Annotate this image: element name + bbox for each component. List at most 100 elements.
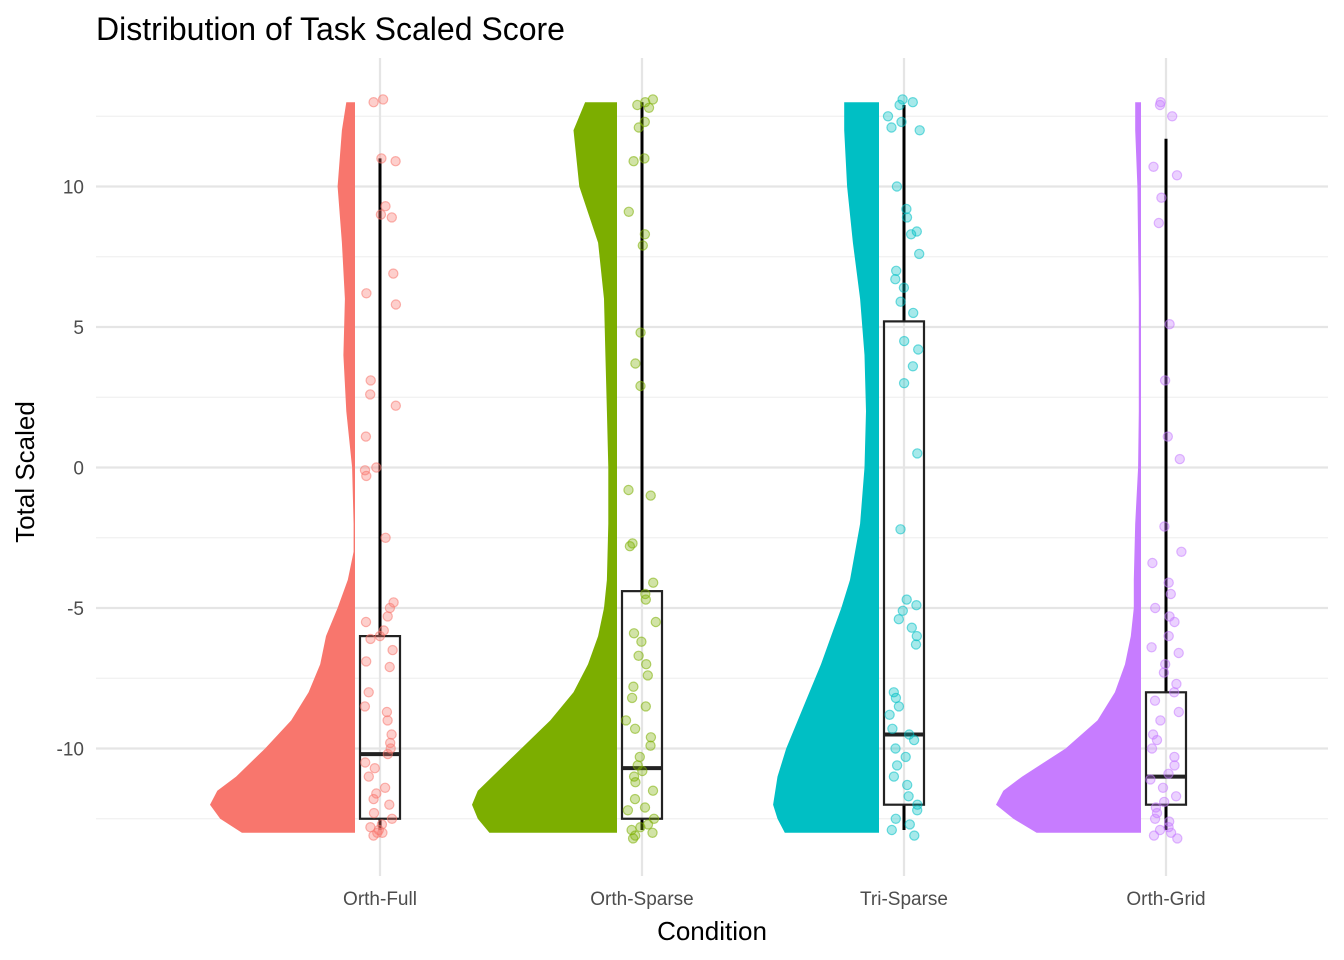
data-point bbox=[906, 622, 918, 633]
data-point bbox=[1158, 796, 1170, 808]
data-point bbox=[894, 99, 905, 111]
data-point bbox=[624, 541, 636, 552]
data-point bbox=[384, 602, 396, 614]
data-point bbox=[642, 670, 654, 681]
y-tick-label: -10 bbox=[57, 740, 84, 761]
data-point bbox=[635, 380, 646, 392]
data-point bbox=[388, 268, 399, 279]
data-point bbox=[1163, 630, 1174, 642]
data-point bbox=[890, 692, 902, 704]
y-tick-label: -5 bbox=[67, 599, 84, 620]
data-point bbox=[1169, 760, 1180, 771]
data-point bbox=[361, 288, 372, 299]
data-point bbox=[890, 813, 902, 825]
data-point bbox=[371, 462, 382, 473]
data-point bbox=[1149, 695, 1161, 706]
data-point bbox=[626, 692, 638, 704]
data-point bbox=[1163, 577, 1174, 588]
data-point bbox=[360, 757, 371, 768]
data-point bbox=[1155, 715, 1166, 726]
data-point bbox=[628, 628, 640, 639]
data-point bbox=[633, 650, 644, 662]
data-point bbox=[1174, 453, 1186, 465]
data-point bbox=[385, 743, 396, 754]
data-point bbox=[374, 630, 386, 642]
data-point bbox=[388, 597, 399, 608]
data-point bbox=[901, 594, 912, 605]
data-point bbox=[912, 805, 923, 816]
data-point bbox=[380, 200, 391, 212]
data-point bbox=[1173, 706, 1185, 718]
x-tick-label: Orth-Sparse bbox=[590, 889, 693, 910]
data-point bbox=[1148, 161, 1159, 172]
density-cloud bbox=[996, 102, 1141, 833]
data-point bbox=[1166, 111, 1178, 122]
data-point bbox=[1171, 170, 1183, 181]
data-point bbox=[1149, 602, 1161, 614]
data-point bbox=[1164, 319, 1175, 330]
data-point bbox=[386, 212, 397, 223]
data-point bbox=[1162, 431, 1174, 442]
data-point bbox=[1151, 734, 1163, 746]
data-point bbox=[902, 779, 913, 791]
data-point bbox=[891, 181, 903, 192]
data-point bbox=[891, 265, 902, 276]
data-point bbox=[1168, 687, 1180, 698]
x-tick-label: Orth-Grid bbox=[1126, 889, 1205, 910]
data-point bbox=[626, 824, 637, 836]
data-point bbox=[1146, 642, 1157, 653]
data-point bbox=[384, 799, 395, 810]
data-point bbox=[363, 771, 374, 782]
data-point bbox=[899, 335, 910, 347]
data-point bbox=[361, 656, 372, 667]
data-point bbox=[1146, 743, 1158, 754]
data-point bbox=[911, 630, 923, 642]
data-point bbox=[390, 155, 401, 167]
data-point bbox=[1148, 830, 1160, 841]
data-point bbox=[363, 687, 374, 698]
data-point bbox=[637, 240, 649, 251]
data-point bbox=[912, 799, 923, 810]
data-point bbox=[377, 94, 389, 105]
data-point bbox=[380, 532, 391, 544]
y-tick-label: 5 bbox=[73, 318, 84, 339]
data-point bbox=[635, 327, 646, 338]
data-point bbox=[384, 661, 395, 673]
data-point bbox=[896, 116, 907, 128]
data-point bbox=[390, 400, 401, 411]
data-point bbox=[890, 274, 901, 285]
data-point bbox=[376, 819, 388, 830]
data-point bbox=[629, 793, 641, 805]
iqr-box bbox=[882, 320, 926, 806]
density-cloud bbox=[773, 102, 879, 833]
data-point bbox=[645, 740, 656, 751]
data-point bbox=[636, 636, 647, 647]
data-point bbox=[382, 611, 393, 622]
data-point bbox=[368, 807, 380, 819]
data-point bbox=[908, 307, 919, 319]
data-point bbox=[1176, 546, 1187, 558]
data-point bbox=[913, 344, 924, 355]
data-point bbox=[897, 605, 909, 617]
data-point bbox=[639, 153, 650, 164]
data-point bbox=[1169, 616, 1180, 628]
y-axis-title: Total Scaled bbox=[10, 401, 40, 543]
data-point bbox=[639, 802, 651, 813]
data-point bbox=[898, 378, 910, 389]
data-point bbox=[368, 793, 379, 805]
data-point bbox=[1159, 375, 1171, 386]
data-point bbox=[371, 788, 382, 799]
data-point bbox=[632, 99, 643, 111]
data-point bbox=[1169, 751, 1180, 763]
data-point bbox=[901, 203, 912, 215]
data-point bbox=[1151, 807, 1163, 819]
data-point bbox=[893, 701, 905, 712]
y-tick-label: 10 bbox=[63, 178, 84, 199]
data-point bbox=[887, 723, 898, 735]
data-point bbox=[620, 715, 632, 726]
data-point bbox=[1157, 782, 1169, 794]
data-point bbox=[901, 212, 913, 223]
data-point bbox=[888, 771, 900, 782]
data-point bbox=[1158, 667, 1170, 678]
data-point bbox=[375, 209, 387, 220]
